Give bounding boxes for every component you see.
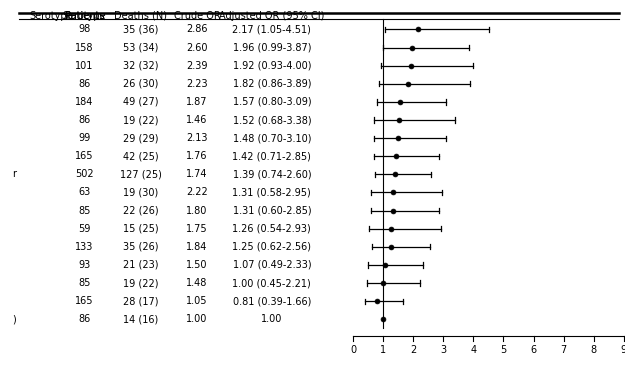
Text: 26 (30): 26 (30) <box>123 79 158 89</box>
Text: 1.42 (0.71-2.85): 1.42 (0.71-2.85) <box>232 151 311 161</box>
Text: r: r <box>12 170 16 179</box>
Text: 93: 93 <box>78 260 91 270</box>
Text: 2: 2 <box>410 345 416 355</box>
Text: 28 (17): 28 (17) <box>123 296 158 306</box>
Text: 133: 133 <box>75 242 94 252</box>
Text: 2.39: 2.39 <box>186 61 208 71</box>
Text: 19 (22): 19 (22) <box>123 278 158 288</box>
Text: 1.00: 1.00 <box>261 314 282 324</box>
Text: 86: 86 <box>78 79 91 89</box>
Text: 53 (34): 53 (34) <box>123 43 158 53</box>
Text: 9: 9 <box>621 345 625 355</box>
Text: 1.87: 1.87 <box>186 97 208 107</box>
Text: 1.76: 1.76 <box>186 151 208 161</box>
Text: 4: 4 <box>471 345 476 355</box>
Text: 1.26 (0.54-2.93): 1.26 (0.54-2.93) <box>232 224 311 234</box>
Text: 6: 6 <box>531 345 537 355</box>
Text: 0: 0 <box>350 345 356 355</box>
Text: 0.81 (0.39-1.66): 0.81 (0.39-1.66) <box>232 296 311 306</box>
Text: 3: 3 <box>440 345 446 355</box>
Text: 1.48: 1.48 <box>186 278 208 288</box>
Text: 1.75: 1.75 <box>186 224 208 234</box>
Text: 1: 1 <box>380 345 386 355</box>
Text: 165: 165 <box>75 151 94 161</box>
Text: Serotype: Serotype <box>62 11 106 21</box>
Text: 7: 7 <box>561 345 567 355</box>
Text: 1.57 (0.80-3.09): 1.57 (0.80-3.09) <box>232 97 311 107</box>
Text: 1.25 (0.62-2.56): 1.25 (0.62-2.56) <box>232 242 311 252</box>
Text: 1.00: 1.00 <box>186 314 208 324</box>
Text: 184: 184 <box>75 97 94 107</box>
Text: 85: 85 <box>78 206 91 216</box>
Text: 2.86: 2.86 <box>186 24 208 35</box>
Text: 32 (32): 32 (32) <box>123 61 158 71</box>
Text: 2.17 (1.05-4.51): 2.17 (1.05-4.51) <box>232 24 311 35</box>
Text: 63: 63 <box>78 187 91 197</box>
Text: 2.22: 2.22 <box>186 187 208 197</box>
Text: 21 (23): 21 (23) <box>123 260 158 270</box>
Text: 1.74: 1.74 <box>186 170 208 179</box>
Text: 1.80: 1.80 <box>186 206 208 216</box>
Text: Patients: Patients <box>64 11 104 21</box>
Text: Serotype: Serotype <box>29 11 73 21</box>
Text: 19 (22): 19 (22) <box>123 115 158 125</box>
Text: 165: 165 <box>75 296 94 306</box>
Text: 85: 85 <box>78 278 91 288</box>
Text: 1.05: 1.05 <box>186 296 208 306</box>
Text: 98: 98 <box>78 24 91 35</box>
Text: Crude OR: Crude OR <box>174 11 220 21</box>
Text: 22 (26): 22 (26) <box>122 206 159 216</box>
Text: 35 (36): 35 (36) <box>123 24 158 35</box>
Text: 8: 8 <box>591 345 597 355</box>
Text: 1.82 (0.86-3.89): 1.82 (0.86-3.89) <box>232 79 311 89</box>
Text: 1.31 (0.60-2.85): 1.31 (0.60-2.85) <box>232 206 311 216</box>
Text: 1.50: 1.50 <box>186 260 208 270</box>
Text: 2.60: 2.60 <box>186 43 208 53</box>
Text: 49 (27): 49 (27) <box>123 97 158 107</box>
Text: Adjusted OR (95% CI): Adjusted OR (95% CI) <box>219 11 324 21</box>
Text: 101: 101 <box>75 61 94 71</box>
Text: 59: 59 <box>78 224 91 234</box>
Text: 1.84: 1.84 <box>186 242 208 252</box>
Text: 1.39 (0.74-2.60): 1.39 (0.74-2.60) <box>232 170 311 179</box>
Text: 1.96 (0.99-3.87): 1.96 (0.99-3.87) <box>232 43 311 53</box>
Text: 14 (16): 14 (16) <box>123 314 158 324</box>
Text: Deaths (N): Deaths (N) <box>114 11 167 21</box>
Text: 2.23: 2.23 <box>186 79 208 89</box>
Text: 502: 502 <box>75 170 94 179</box>
Text: ): ) <box>12 314 16 324</box>
Text: 1.07 (0.49-2.33): 1.07 (0.49-2.33) <box>232 260 311 270</box>
Text: 1.92 (0.93-4.00): 1.92 (0.93-4.00) <box>232 61 311 71</box>
Text: 99: 99 <box>78 133 91 143</box>
Text: 35 (26): 35 (26) <box>123 242 158 252</box>
Text: 158: 158 <box>75 43 94 53</box>
Text: 5: 5 <box>501 345 507 355</box>
Text: 1.31 (0.58-2.95): 1.31 (0.58-2.95) <box>232 187 311 197</box>
Text: 1.48 (0.70-3.10): 1.48 (0.70-3.10) <box>232 133 311 143</box>
Text: 1.00 (0.45-2.21): 1.00 (0.45-2.21) <box>232 278 311 288</box>
Text: 42 (25): 42 (25) <box>122 151 159 161</box>
Text: 1.46: 1.46 <box>186 115 208 125</box>
Text: 127 (25): 127 (25) <box>120 170 161 179</box>
Text: 86: 86 <box>78 314 91 324</box>
Text: 1.52 (0.68-3.38): 1.52 (0.68-3.38) <box>232 115 311 125</box>
Text: 2.13: 2.13 <box>186 133 208 143</box>
Text: 86: 86 <box>78 115 91 125</box>
Text: 15 (25): 15 (25) <box>122 224 159 234</box>
Text: 19 (30): 19 (30) <box>123 187 158 197</box>
Text: 29 (29): 29 (29) <box>123 133 158 143</box>
Text: Patients: Patients <box>64 11 104 21</box>
